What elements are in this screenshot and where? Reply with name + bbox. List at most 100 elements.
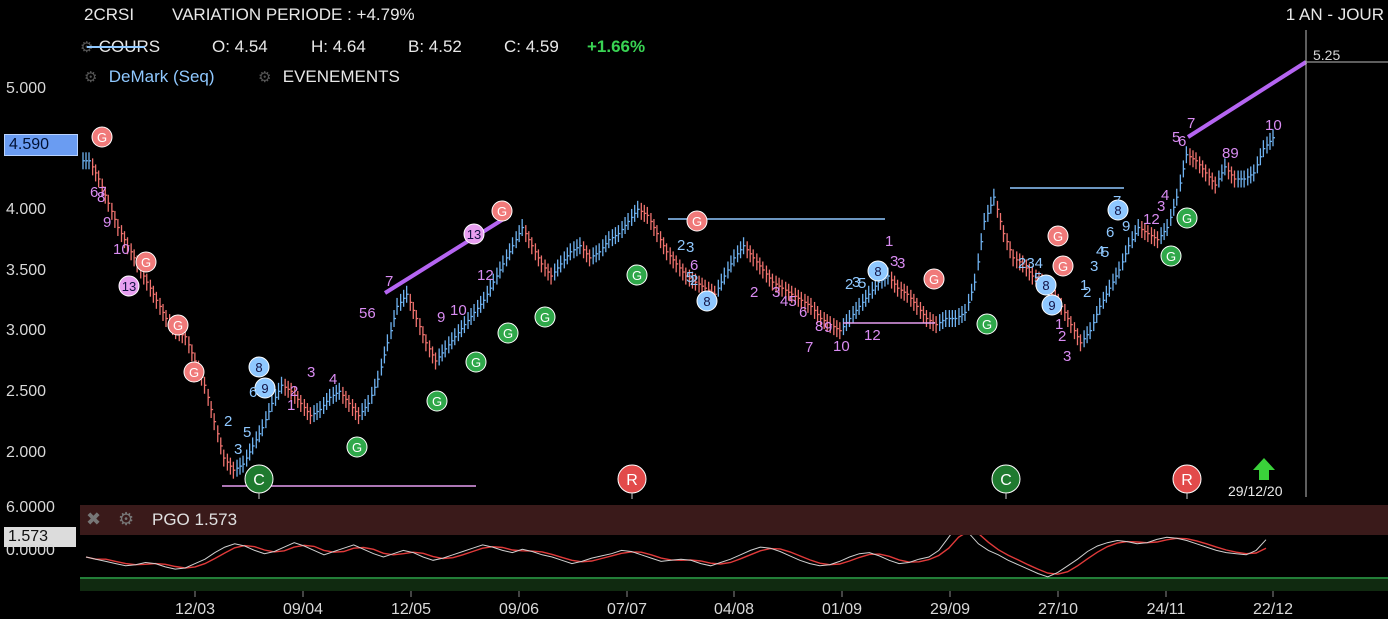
event-marker-icon <box>1176 207 1198 229</box>
event-marker-icon <box>626 264 648 286</box>
y-tick: 5.000 <box>6 80 47 97</box>
demark-count-label: 2 <box>845 276 853 293</box>
event-marker-icon <box>1047 225 1069 247</box>
demark-count-label: 10 <box>450 302 467 319</box>
event-marker-icon <box>497 322 519 344</box>
event-marker-icon <box>463 223 485 245</box>
event-marker-label: G <box>173 318 183 333</box>
pgo-group <box>80 523 1388 591</box>
demark-count-label: 6 <box>690 257 698 274</box>
demark-count-label: 9 <box>1122 218 1130 235</box>
x-tick-label: 01/09 <box>822 601 862 618</box>
event-marker-label: G <box>1182 211 1192 226</box>
event-marker-label: G <box>692 214 702 229</box>
event-marker-label: G <box>503 326 513 341</box>
current-price-box: 4.590 <box>4 134 78 156</box>
close-icon[interactable]: ✖ <box>86 509 102 529</box>
x-axis-group: 12/03 09/04 12/05 09/06 07/07 04/08 01/09 29/09… <box>175 591 1293 618</box>
demark-count-label: 12 <box>1143 211 1160 228</box>
event-marker-icon <box>867 260 889 282</box>
demark-count-label: 8 <box>815 318 823 335</box>
x-tick-label: 07/07 <box>607 601 647 618</box>
event-marker-icon <box>923 268 945 290</box>
demark-count-label: 3 <box>234 441 242 458</box>
indicator-demark[interactable]: ⚙ DeMark (Seq) <box>84 67 215 87</box>
demark-count-label: 4 <box>1096 243 1104 260</box>
event-marker-icon <box>167 314 189 336</box>
demark-count-label: 5 <box>858 275 866 292</box>
event-marker-label: 9 <box>1048 298 1055 313</box>
candles-group <box>82 129 1275 479</box>
event-marker-icon <box>254 377 276 399</box>
event-marker-label: 8 <box>255 360 262 375</box>
event-marker-label: G <box>1058 259 1068 274</box>
event-marker-label: G <box>632 268 642 283</box>
event-circle-label: R <box>1181 472 1193 489</box>
event-marker-label: G <box>189 365 199 380</box>
demark-count-label: 89 <box>1222 145 1239 162</box>
x-tick-label: 09/04 <box>283 601 323 618</box>
demark-count-label: 6 <box>249 384 257 401</box>
low-value: B: 4.52 <box>408 37 462 56</box>
event-marker-icon <box>976 313 998 335</box>
event-marker-icon <box>1107 199 1129 221</box>
event-marker-icon <box>1041 294 1063 316</box>
demark-count-label: 3 <box>852 274 860 291</box>
change-value: +1.66% <box>587 37 646 56</box>
event-circle-label: C <box>253 472 265 489</box>
demark-count-label: 12 <box>477 267 494 284</box>
demark-count-label: 2 <box>224 413 232 430</box>
high-value: H: 4.64 <box>311 37 366 56</box>
x-tick-label: 24/11 <box>1147 601 1186 618</box>
y-tick: 2.000 <box>6 444 47 461</box>
trend-line <box>383 213 512 295</box>
event-marker-label: G <box>982 317 992 332</box>
demark-count-label: 1 <box>1055 316 1063 333</box>
demark-count-label: 2 <box>690 272 698 289</box>
up-arrow-icon <box>1253 458 1275 480</box>
demark-count-label: 2 <box>1083 284 1091 301</box>
event-marker-icon <box>686 210 708 232</box>
demark-count-label: 7 <box>1187 115 1195 132</box>
demark-count-label: 3 <box>1063 348 1071 365</box>
event-marker-label: 13 <box>467 227 481 242</box>
gear-icon[interactable]: ⚙ <box>118 509 135 529</box>
y-tick: 2.500 <box>6 383 47 400</box>
demark-count-label: 1 <box>287 397 295 414</box>
pgo-panel-bg <box>80 535 1388 579</box>
event-marker-label: 8 <box>1114 203 1121 218</box>
demark-count-label: 12 <box>864 327 881 344</box>
event-marker-icon <box>696 290 718 312</box>
x-tick-label: 09/06 <box>499 601 539 618</box>
cours-line-icon <box>86 46 145 48</box>
y-tick: 3.500 <box>6 262 47 279</box>
event-marker-label: G <box>97 130 107 145</box>
gear-icon[interactable]: ⚙ <box>80 40 94 55</box>
demark-count-label: 1 <box>1080 277 1088 294</box>
demark-count-label: 10 <box>833 338 850 355</box>
event-marker-icon <box>1160 245 1182 267</box>
demark-count-label: 3 <box>686 239 694 256</box>
demark-count-label: 45 <box>780 293 797 310</box>
demark-count-label: 7 <box>1113 193 1121 210</box>
cours-row: ⚙ COURS <box>80 37 160 57</box>
demark-count-label: 4 <box>1161 187 1169 204</box>
event-marker-icon <box>135 251 157 273</box>
gear-icon[interactable]: ⚙ <box>258 69 272 86</box>
demark-count-label: 10 <box>1265 117 1282 134</box>
demark-count-label: 9 <box>437 309 445 326</box>
y-tick: 3.000 <box>6 322 47 339</box>
close-value: C: 4.59 <box>504 37 559 56</box>
indicator-evenements[interactable]: ⚙ EVENEMENTS <box>258 67 400 87</box>
demark-count-label: 5 <box>1172 129 1180 146</box>
period-selector[interactable]: 1 AN - JOUR <box>1285 5 1384 24</box>
event-marker-label: 13 <box>122 279 136 294</box>
open-value: O: 4.54 <box>212 37 268 56</box>
event-marker-icon <box>118 275 140 297</box>
demark-count-label: 56 <box>359 305 376 322</box>
gear-icon[interactable]: ⚙ <box>84 69 98 86</box>
variation-periode: VARIATION PERIODE : +4.79% <box>172 5 415 24</box>
event-marker-label: G <box>471 355 481 370</box>
